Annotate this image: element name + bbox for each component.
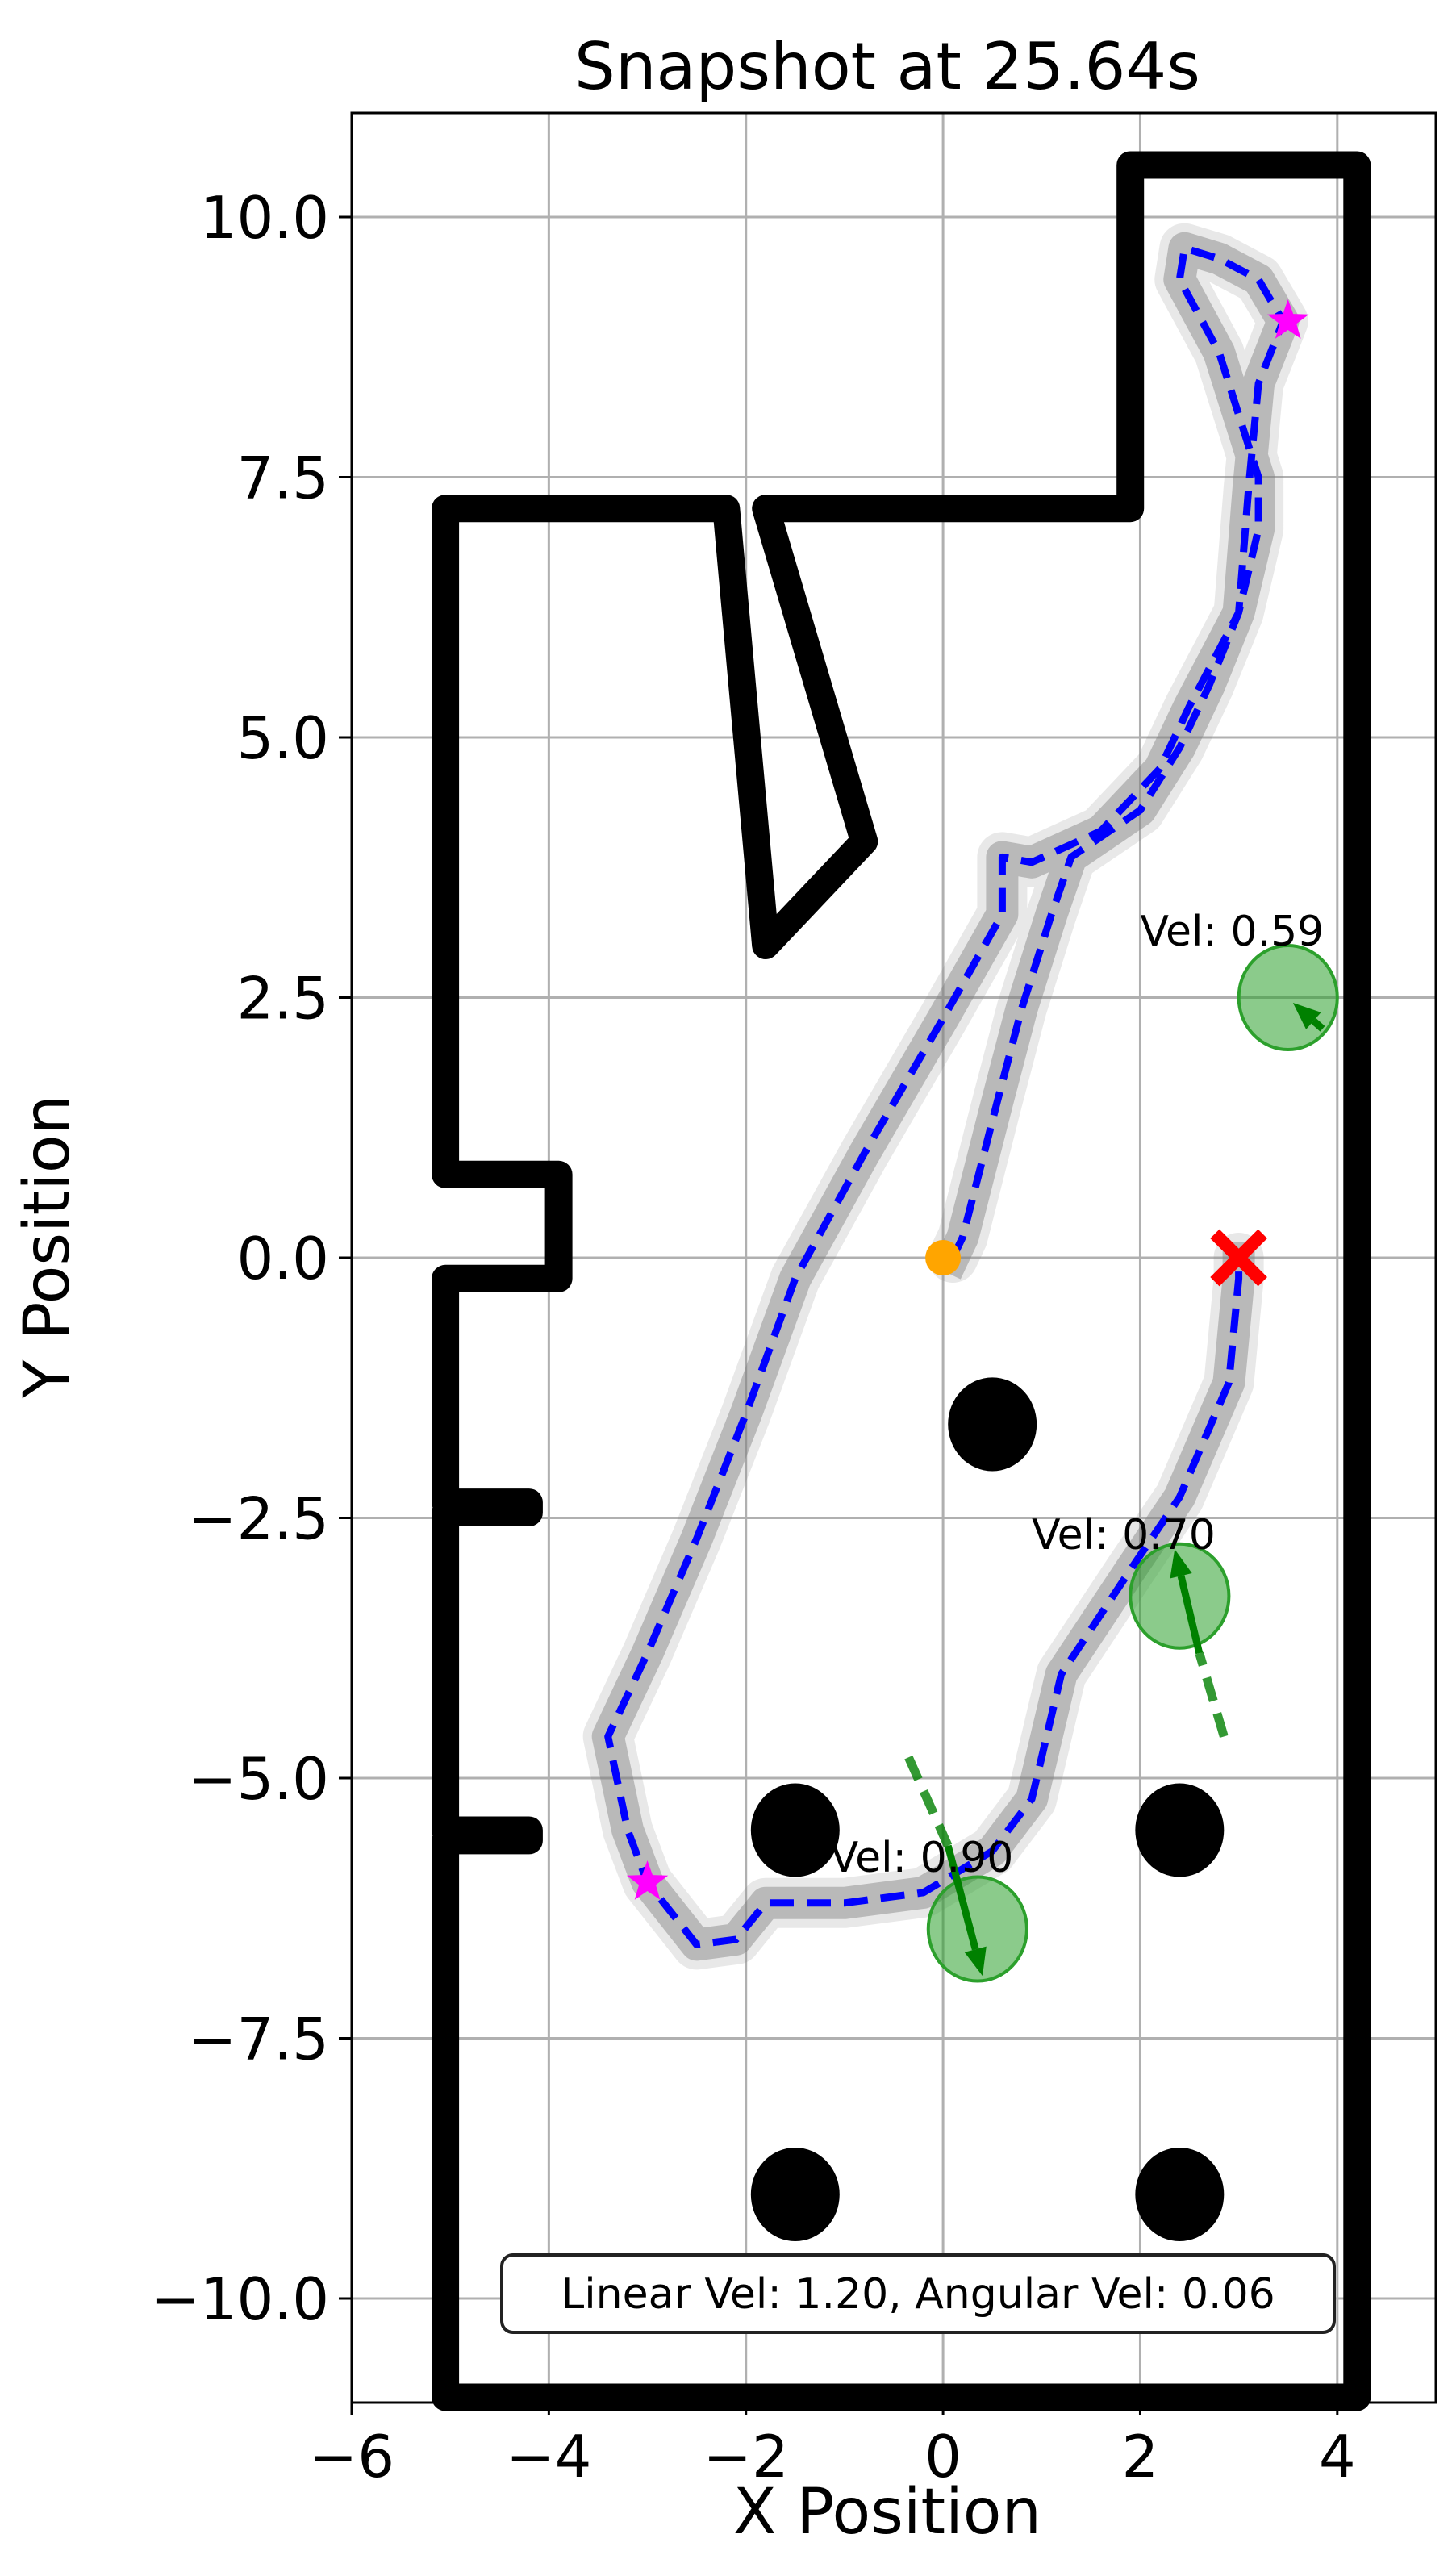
y-tick-label-8: −10.0 — [151, 2265, 329, 2333]
tick-layer: −6 −4 −2 0 2 4 10.0 7.5 5.0 2.5 0.0 −2.5 −5.0 −7.5 −10… — [151, 184, 1355, 2490]
y-tick-label-5: −2.5 — [188, 1485, 329, 1553]
pedestrian-direction-2 — [904, 1755, 953, 1848]
goal-marker — [1210, 1229, 1267, 1287]
static-obstacle-3 — [750, 2147, 840, 2242]
x-tick-label-2: −2 — [703, 2423, 789, 2490]
pedestrian-2 — [926, 1875, 1028, 1983]
x-tick-label-1: −4 — [506, 2423, 591, 2490]
robot-path — [604, 244, 1287, 1948]
info-text: Linear Vel: 1.20, Angular Vel: 0.06 — [561, 2270, 1275, 2319]
pedestrian-direction-1 — [1195, 1651, 1229, 1738]
y-tick-label-0: 10.0 — [200, 184, 329, 252]
y-axis-label: Y Position — [11, 1095, 84, 1399]
x-axis-label: X Position — [733, 2476, 1041, 2549]
obstacle-layer — [750, 1377, 1225, 2242]
static-obstacle-1 — [750, 1783, 840, 1877]
pedestrian-0 — [1237, 944, 1339, 1051]
pedestrian-velocity-label-2: Vel: 0.90 — [830, 1834, 1014, 1882]
pedestrian-1 — [1129, 1542, 1231, 1650]
pedestrian-layer: Vel: 0.59 Vel: 0.70 Vel: 0.90 — [830, 908, 1339, 1983]
y-tick-label-3: 2.5 — [236, 965, 329, 1033]
static-obstacle-4 — [1135, 2147, 1225, 2242]
static-obstacle-2 — [1135, 1783, 1225, 1877]
robot-start-marker — [925, 1240, 962, 1275]
pedestrian-arrow-shaft-1 — [1177, 1575, 1204, 1655]
x-tick-label-5: 4 — [1319, 2423, 1356, 2490]
info-box: Linear Vel: 1.20, Angular Vel: 0.06 — [500, 2253, 1336, 2334]
x-tick-label-3: 0 — [924, 2423, 962, 2490]
info-box-frame — [500, 2253, 1336, 2334]
pedestrian-arrow-head-0 — [1292, 1002, 1321, 1029]
static-obstacle-0 — [948, 1377, 1037, 1472]
waypoint-star-1 — [626, 1860, 669, 1900]
wall-layer — [432, 151, 1371, 2411]
x-tick-label-0: −6 — [309, 2423, 394, 2490]
pedestrian-arrow-head-2 — [964, 1946, 987, 1977]
pedestrian-velocity-label-1: Vel: 0.70 — [1032, 1511, 1216, 1559]
pedestrian-velocity-label-0: Vel: 0.59 — [1140, 908, 1324, 956]
x-tick-label-4: 2 — [1122, 2423, 1159, 2490]
marker-layer — [626, 299, 1309, 1900]
chart-title: Snapshot at 25.64s — [574, 29, 1200, 104]
pedestrian-arrow-shaft-0 — [1311, 1018, 1325, 1032]
y-tick-label-6: −5.0 — [188, 1745, 329, 1813]
outer-wall — [432, 151, 1371, 2411]
path-layer — [604, 244, 1287, 1948]
y-tick-label-1: 7.5 — [236, 445, 329, 512]
waypoint-star-0 — [1267, 299, 1309, 339]
pedestrian-arrow-head-1 — [1170, 1549, 1192, 1579]
y-tick-label-4: 0.0 — [236, 1225, 329, 1292]
y-tick-label-7: −7.5 — [188, 2006, 329, 2073]
pedestrian-arrow-shaft-2 — [944, 1844, 979, 1951]
y-tick-label-2: 5.0 — [236, 704, 329, 772]
